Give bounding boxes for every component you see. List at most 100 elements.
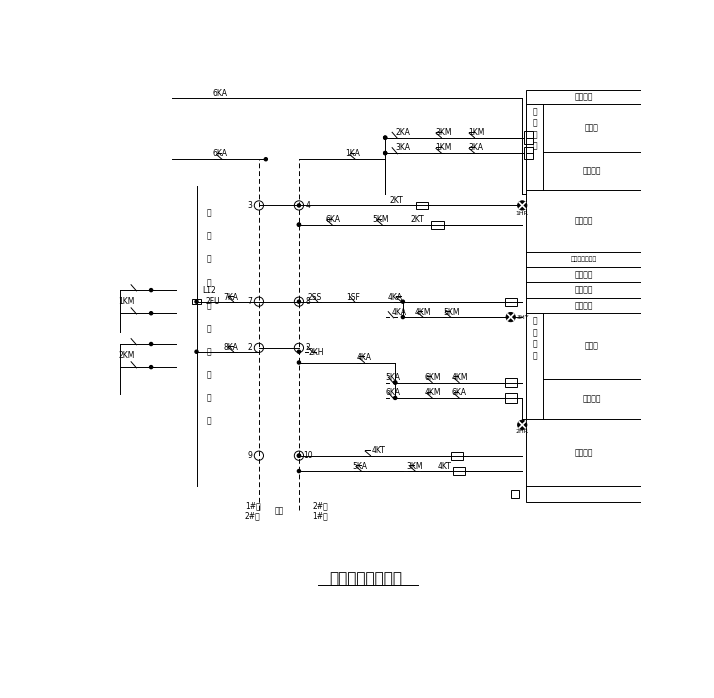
- Text: 2FU: 2FU: [206, 297, 221, 306]
- Text: 1SF: 1SF: [346, 292, 360, 302]
- Text: 备用自投: 备用自投: [574, 216, 593, 225]
- Text: 2KT: 2KT: [390, 195, 403, 205]
- Text: 自动控制: 自动控制: [574, 92, 593, 101]
- Circle shape: [298, 361, 301, 364]
- Text: 自动控制: 自动控制: [574, 301, 593, 310]
- Circle shape: [298, 350, 301, 353]
- Circle shape: [298, 223, 301, 226]
- Text: 6KA: 6KA: [451, 388, 466, 397]
- Text: 4KA: 4KA: [357, 353, 372, 362]
- Text: 控制电源及保护: 控制电源及保护: [570, 257, 597, 262]
- Circle shape: [383, 136, 387, 139]
- Text: 故障指示: 故障指示: [574, 285, 593, 295]
- Text: 2: 2: [306, 343, 311, 352]
- Circle shape: [298, 300, 301, 303]
- Text: 4: 4: [306, 201, 311, 210]
- Text: 运: 运: [532, 130, 537, 139]
- Text: 运行指示: 运行指示: [583, 166, 601, 175]
- Text: 全: 全: [532, 107, 537, 116]
- Text: 1KM: 1KM: [436, 143, 451, 152]
- Text: 行: 行: [532, 142, 537, 151]
- Text: 2SS: 2SS: [307, 292, 321, 302]
- Circle shape: [149, 366, 153, 369]
- Circle shape: [149, 343, 153, 346]
- Text: 全: 全: [532, 316, 537, 325]
- Bar: [453, 467, 466, 475]
- Text: 2KM: 2KM: [119, 351, 135, 360]
- Bar: [524, 131, 533, 144]
- Bar: [416, 202, 428, 209]
- Text: 5KM: 5KM: [443, 308, 461, 317]
- Text: 地: 地: [206, 232, 211, 241]
- Text: 8KA: 8KA: [223, 343, 238, 352]
- Text: 手动控制: 手动控制: [574, 270, 593, 279]
- Text: 4KM: 4KM: [424, 388, 441, 397]
- Circle shape: [298, 204, 301, 207]
- Circle shape: [264, 158, 267, 161]
- Text: 2#用
1#备: 2#用 1#备: [313, 501, 328, 521]
- Circle shape: [393, 381, 397, 384]
- Text: 6KM: 6KM: [424, 373, 441, 382]
- Text: 1KA: 1KA: [346, 149, 361, 158]
- Text: 接触器: 接触器: [585, 123, 599, 132]
- Text: 1KM: 1KM: [119, 297, 135, 306]
- Text: 路: 路: [206, 417, 211, 426]
- Circle shape: [383, 136, 387, 139]
- Bar: [524, 147, 533, 159]
- Bar: [511, 489, 519, 498]
- Text: 控: 控: [206, 347, 211, 356]
- Text: 4KA: 4KA: [391, 308, 406, 317]
- Text: 行: 行: [532, 351, 537, 360]
- Text: 回: 回: [206, 394, 211, 403]
- Text: 7: 7: [247, 297, 252, 306]
- Text: 4KT: 4KT: [372, 446, 386, 455]
- Circle shape: [401, 315, 404, 318]
- Text: 9: 9: [247, 451, 252, 460]
- Text: 1#用
2#备: 1#用 2#备: [245, 501, 261, 521]
- Text: 4KM: 4KM: [414, 308, 431, 317]
- Circle shape: [298, 223, 301, 226]
- Text: 压: 压: [532, 119, 537, 128]
- Text: 5KA: 5KA: [353, 462, 368, 471]
- Bar: [192, 299, 201, 304]
- Circle shape: [393, 381, 397, 384]
- Text: 5KM: 5KM: [372, 215, 388, 224]
- Bar: [526, 90, 641, 502]
- Text: 6KA: 6KA: [326, 215, 341, 224]
- Text: 8: 8: [306, 297, 311, 306]
- Text: 2HR: 2HR: [516, 429, 529, 434]
- Circle shape: [149, 288, 153, 292]
- Circle shape: [383, 151, 387, 154]
- Bar: [451, 452, 463, 459]
- Text: 6KA: 6KA: [212, 89, 227, 98]
- Bar: [505, 378, 517, 387]
- Text: 10: 10: [303, 451, 313, 460]
- Text: 3KM: 3KM: [407, 462, 423, 471]
- Circle shape: [518, 201, 527, 210]
- Bar: [431, 221, 443, 228]
- Text: 开: 开: [206, 324, 211, 333]
- Circle shape: [506, 313, 516, 322]
- Text: 柜: 柜: [206, 371, 211, 379]
- Text: 备用自投: 备用自投: [574, 449, 593, 457]
- Text: 合: 合: [206, 278, 211, 287]
- Circle shape: [195, 300, 198, 303]
- Circle shape: [401, 300, 404, 303]
- Circle shape: [298, 454, 301, 457]
- Circle shape: [518, 420, 527, 429]
- Text: 接触器: 接触器: [585, 341, 599, 350]
- Bar: [505, 393, 517, 403]
- Text: 3KA: 3KA: [395, 143, 410, 152]
- Text: 2: 2: [247, 343, 252, 352]
- Text: 4KM: 4KM: [451, 373, 468, 382]
- Text: L12: L12: [203, 285, 216, 295]
- Text: 过: 过: [206, 209, 211, 218]
- Text: 2KH: 2KH: [309, 348, 324, 357]
- Text: 6KA: 6KA: [212, 149, 227, 158]
- Text: 运行指示: 运行指示: [583, 394, 601, 403]
- Text: 2KA: 2KA: [395, 128, 410, 137]
- Text: 运: 运: [532, 339, 537, 348]
- Text: 3: 3: [247, 201, 252, 210]
- Circle shape: [195, 350, 198, 353]
- Text: 4KA: 4KA: [388, 292, 403, 302]
